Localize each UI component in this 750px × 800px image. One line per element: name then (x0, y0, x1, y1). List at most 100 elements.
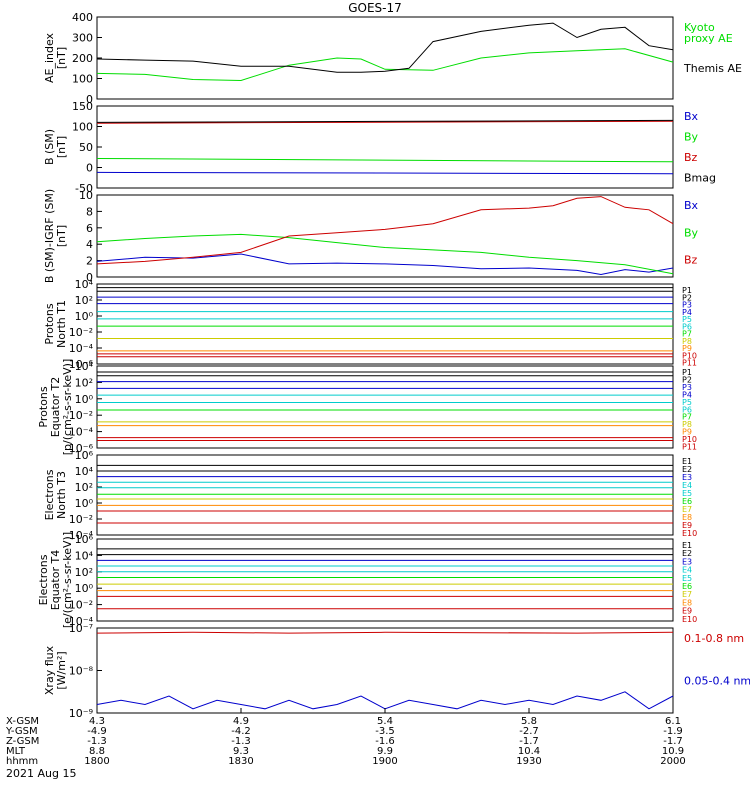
y-tick-label: 100 (72, 73, 93, 86)
legend-label: Kyoto proxy AE (684, 21, 733, 45)
y-axis-label: ProtonsNorth T1 (43, 300, 68, 348)
x-tick-value: 1830 (228, 756, 253, 767)
y-tick-label: 0 (86, 93, 93, 106)
panel-frame (96, 365, 674, 449)
x-tick-value: -2.7 (519, 726, 539, 737)
channel-label: P4 (682, 390, 692, 399)
x-tick-value: 6.1 (665, 716, 681, 727)
y-tick-label: 10⁻⁴ (69, 615, 94, 628)
x-row-label: Z-GSM (6, 736, 39, 747)
y-tick-label: 2 (86, 255, 93, 268)
y-axis-label: AE_index[nT] (43, 32, 68, 83)
channel-label: P1 (682, 368, 692, 377)
panel-frame (96, 105, 674, 189)
y-tick-label: 10⁻² (69, 599, 93, 612)
legend-label: By (684, 226, 699, 239)
x-tick-value: 4.3 (89, 716, 105, 727)
y-tick-label: 10² (75, 481, 93, 494)
y-tick-label: 6 (86, 222, 93, 235)
channel-label: P2 (682, 293, 692, 302)
y-tick-label: 10⁰ (75, 393, 94, 406)
channel-label: P10 (682, 435, 697, 444)
y-axis-label: ProtonsEquator T2[p/(cm²-s-sr-keV)] (37, 359, 74, 456)
y-tick-label: 10⁻⁴ (69, 529, 94, 542)
series-line-by (96, 233, 674, 275)
channel-label: E6 (682, 497, 692, 506)
x-tick-value: -1.9 (663, 726, 683, 737)
channel-label: P7 (682, 413, 692, 422)
panel-3: 0 2 4 6 8 10 B (SM)-IGRF (SM)[nT] Bx By Bz (43, 189, 699, 284)
series-line-bx (96, 253, 674, 276)
x-tick-value: -1.7 (663, 736, 683, 747)
y-tick-label: 50 (79, 141, 93, 154)
channel-label: P4 (682, 308, 692, 317)
channel-label: E4 (682, 481, 692, 490)
panel-frame (96, 538, 674, 622)
x-tick-value: 1930 (516, 756, 541, 767)
y-tick-label: 10⁻² (69, 326, 93, 339)
panel-frame (96, 194, 674, 278)
x-tick-value: -1.6 (375, 736, 395, 747)
panel-frame (96, 16, 674, 100)
x-tick-value: 1800 (84, 756, 109, 767)
channel-label: P11 (682, 443, 697, 452)
y-tick-label: 10⁻⁶ (69, 442, 94, 455)
channel-label: E2 (682, 465, 692, 474)
x-tick-value: 5.8 (521, 716, 537, 727)
channel-label: E3 (682, 473, 692, 482)
series-line-bz (96, 120, 674, 124)
x-tick-value: -1.3 (231, 736, 251, 747)
x-row-label: Y-GSM (5, 726, 38, 737)
panel-1: 0 100 200 300 400 AE_index[nT] Kyoto proxy AE Th… (43, 11, 742, 106)
y-tick-label: 8 (86, 205, 93, 218)
channel-label: E9 (682, 607, 692, 616)
series-line-by (96, 158, 674, 163)
y-axis-label: Xray flux[W/m²] (43, 645, 68, 695)
figure-title: GOES-17 (348, 1, 402, 15)
y-tick-label: -50 (75, 182, 93, 195)
channel-label: E6 (682, 582, 692, 591)
channel-label: E7 (682, 505, 692, 514)
y-tick-label: 10⁻² (69, 409, 93, 422)
y-tick-label: 10⁴ (75, 465, 94, 478)
channel-label: P1 (682, 286, 692, 295)
y-tick-label: 10⁻⁹ (69, 707, 93, 720)
channel-label: E1 (682, 457, 692, 466)
channel-label: P3 (682, 301, 692, 310)
y-tick-label: 10⁻⁶ (69, 358, 94, 371)
channel-label: P10 (682, 351, 697, 360)
y-axis-label: B (SM)-IGRF (SM)[nT] (43, 189, 68, 283)
channel-label: E7 (682, 590, 692, 599)
channel-label: P5 (682, 398, 692, 407)
x-tick-value: -1.3 (87, 736, 107, 747)
y-tick-label: 100 (72, 121, 93, 134)
channel-label: E4 (682, 566, 692, 575)
y-tick-label: 0 (86, 162, 93, 175)
channel-label: P3 (682, 383, 692, 392)
y-tick-label: 0 (86, 271, 93, 284)
y-tick-label: 10⁴ (75, 360, 94, 373)
series-line-0-1-0-8-nm (96, 631, 674, 634)
series-line-bx (96, 171, 674, 175)
channel-label: E8 (682, 513, 692, 522)
x-tick-value: 8.8 (89, 746, 105, 757)
series-line-bmag (96, 119, 674, 123)
y-tick-label: 10⁻⁸ (69, 665, 94, 678)
channel-label: E1 (682, 541, 692, 550)
channel-label: E5 (682, 574, 692, 583)
channel-label: P9 (682, 428, 692, 437)
legend-label: Bmag (684, 172, 716, 185)
y-tick-label: 10⁴ (75, 278, 94, 291)
channel-label: E2 (682, 549, 692, 558)
x-tick-value: 9.3 (233, 746, 249, 757)
x-row-label: X-GSM (6, 716, 39, 727)
channel-label: P9 (682, 344, 692, 353)
date-label: 2021 Aug 15 (6, 767, 76, 780)
channel-label: E8 (682, 598, 692, 607)
channel-label: P8 (682, 420, 692, 429)
